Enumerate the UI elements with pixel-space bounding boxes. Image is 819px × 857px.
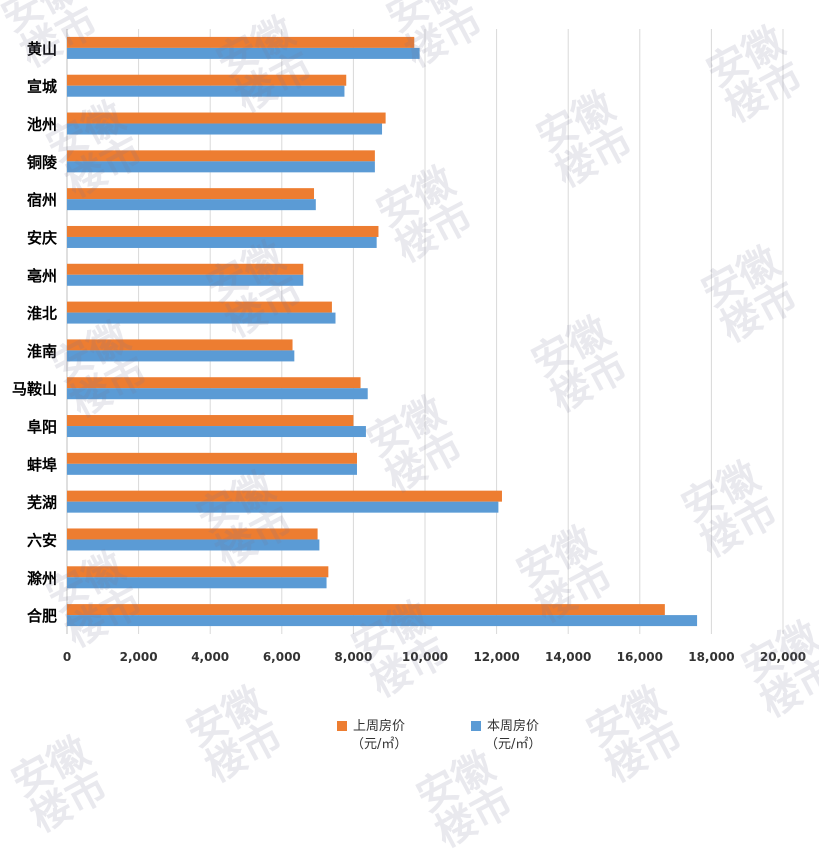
legend-swatch-last-week xyxy=(337,720,347,731)
bar-this-week xyxy=(67,123,383,135)
bar-last-week xyxy=(67,188,315,200)
category-label: 阜阳 xyxy=(27,418,57,436)
bar-last-week xyxy=(67,301,332,313)
legend-item-this-week: 本周房价 （元/㎡） xyxy=(471,718,541,754)
legend-label-last-week: 上周房价 xyxy=(353,719,406,734)
category-label: 黄山 xyxy=(27,40,57,58)
legend-label-this-week: 本周房价 xyxy=(487,719,540,734)
bar-this-week xyxy=(67,463,357,475)
category-label: 六安 xyxy=(27,531,57,549)
bar-this-week xyxy=(67,199,316,211)
bar-last-week xyxy=(67,566,329,578)
legend-unit-last-week: （元/㎡） xyxy=(351,737,408,752)
legend-item-last-week: 上周房价 （元/㎡） xyxy=(337,718,407,754)
bar-last-week xyxy=(67,36,415,48)
category-label: 滁州 xyxy=(27,569,57,587)
bar-this-week xyxy=(67,85,345,97)
bar-last-week xyxy=(67,415,354,427)
category-label: 芜湖 xyxy=(27,494,57,512)
x-tick-label: 2,000 xyxy=(120,650,158,664)
bar-last-week xyxy=(67,112,386,124)
category-label: 亳州 xyxy=(27,267,57,285)
bar-this-week xyxy=(67,47,420,59)
bar-last-week xyxy=(67,339,293,351)
x-tick-label: 14,000 xyxy=(545,650,591,664)
bar-last-week xyxy=(67,604,665,616)
category-label: 合肥 xyxy=(26,607,57,625)
bar-last-week xyxy=(67,150,375,162)
category-label: 马鞍山 xyxy=(12,380,57,398)
x-tick-label: 16,000 xyxy=(617,650,663,664)
bar-this-week xyxy=(67,236,377,248)
x-tick-label: 6,000 xyxy=(263,650,301,664)
bar-this-week xyxy=(67,274,304,286)
category-label: 池州 xyxy=(27,116,57,134)
bar-last-week xyxy=(67,225,379,237)
bar-this-week xyxy=(67,161,375,173)
x-tick-label: 12,000 xyxy=(473,650,519,664)
x-tick-label: 8,000 xyxy=(334,650,372,664)
bar-this-week xyxy=(67,615,698,627)
legend-swatch-this-week xyxy=(471,720,481,731)
bar-this-week xyxy=(67,539,320,551)
bar-this-week xyxy=(67,350,295,362)
bar-chart: 黄山宣城池州铜陵宿州安庆亳州淮北淮南马鞍山阜阳蚌埠芜湖六安滁州合肥 0 2,000 4… xyxy=(12,29,806,664)
bar-last-week xyxy=(67,528,318,540)
legend-unit-this-week: （元/㎡） xyxy=(485,737,542,752)
x-tick-label: 18,000 xyxy=(688,650,734,664)
category-label: 安庆 xyxy=(27,229,57,247)
category-label: 蚌埠 xyxy=(27,456,57,474)
category-label: 淮北 xyxy=(27,305,57,323)
category-label: 宣城 xyxy=(27,78,57,96)
bar-last-week xyxy=(67,377,361,389)
x-tick-label: 0 xyxy=(63,650,71,664)
bar-this-week xyxy=(67,388,368,400)
bar-last-week xyxy=(67,490,502,502)
category-label: 铜陵 xyxy=(27,153,58,171)
bar-last-week xyxy=(67,452,357,464)
x-tick-label: 4,000 xyxy=(191,650,229,664)
bar-this-week xyxy=(67,501,499,513)
bar-last-week xyxy=(67,263,304,275)
category-label: 淮南 xyxy=(27,342,57,360)
x-tick-label: 20,000 xyxy=(760,650,806,664)
bar-this-week xyxy=(67,426,366,438)
category-label: 宿州 xyxy=(27,191,57,209)
x-tick-label: 10,000 xyxy=(402,650,448,664)
bar-this-week xyxy=(67,577,327,589)
bar-last-week xyxy=(67,74,347,86)
bar-this-week xyxy=(67,312,336,324)
